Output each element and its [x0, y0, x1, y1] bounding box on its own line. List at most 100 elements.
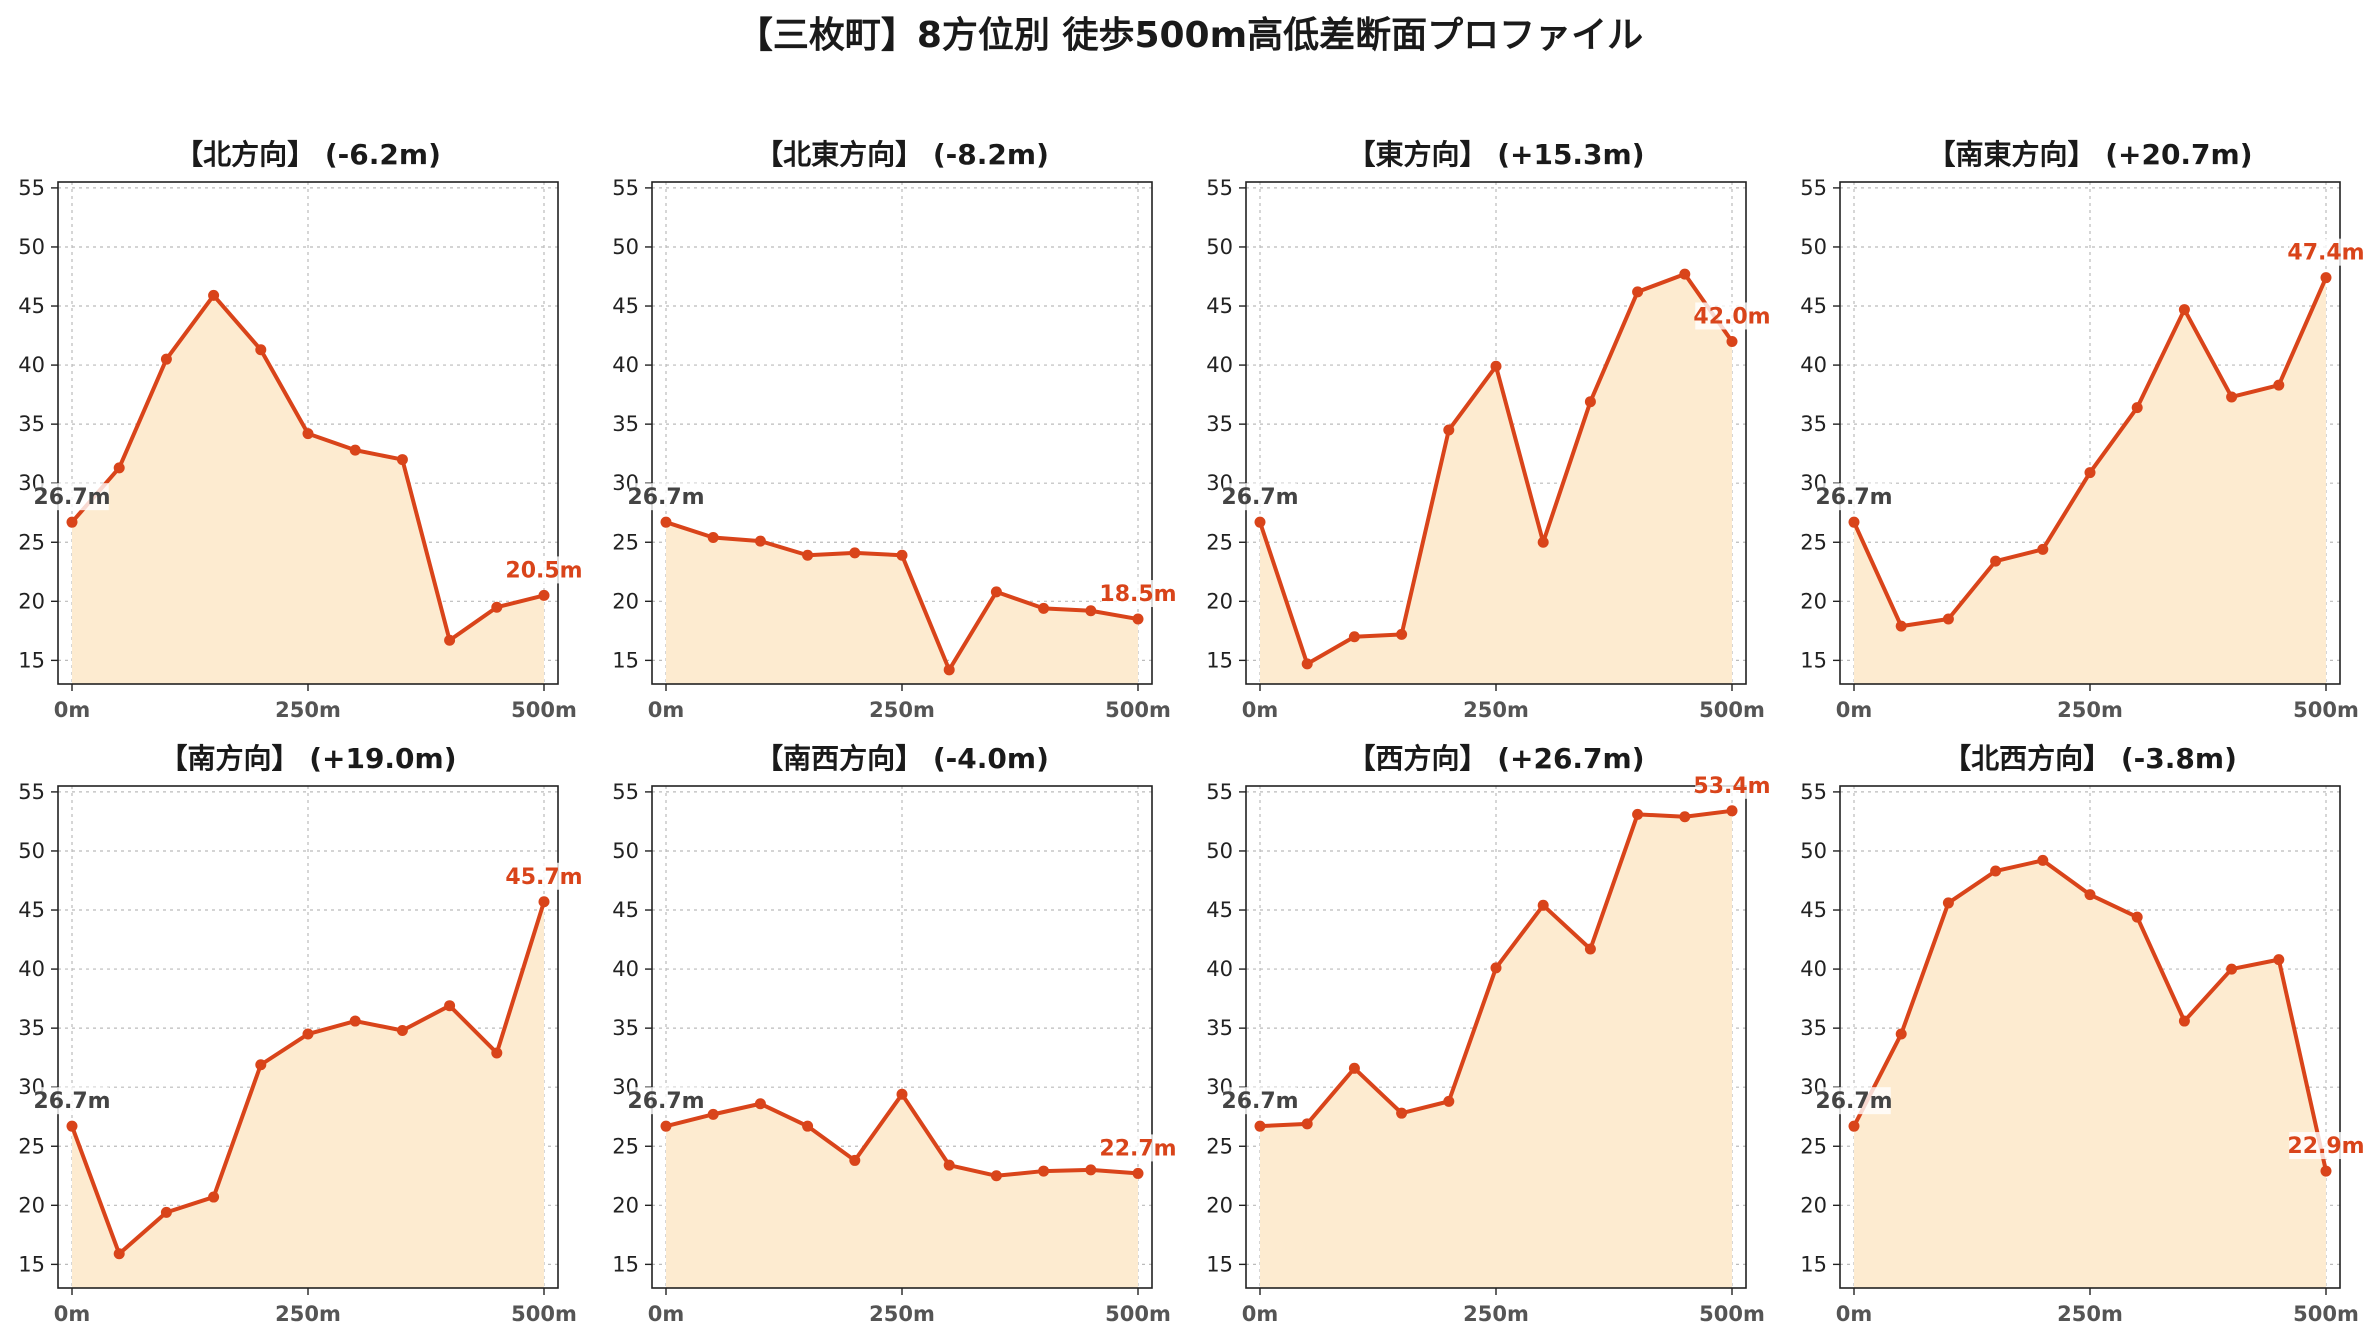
y-tick-label: 15	[18, 1252, 45, 1276]
data-point	[1848, 1120, 1860, 1132]
y-tick-label: 25	[612, 1134, 639, 1158]
data-point	[160, 1206, 172, 1218]
start-elevation-label-bg	[1223, 483, 1297, 511]
end-elevation-label: 22.7m	[1099, 1136, 1176, 1161]
x-tick-label: 250m	[275, 1302, 341, 1326]
y-tick-label: 40	[18, 353, 45, 377]
y-tick-label: 40	[1800, 353, 1827, 377]
y-tick-label: 50	[18, 839, 45, 863]
y-tick-label: 35	[612, 412, 639, 436]
data-point	[2320, 272, 2332, 284]
data-point	[2037, 854, 2049, 866]
y-tick-label: 35	[1206, 412, 1233, 436]
y-tick-label: 20	[18, 1193, 45, 1217]
end-elevation-label-bg	[2289, 1132, 2363, 1160]
data-point	[1348, 631, 1360, 643]
data-point	[1895, 620, 1907, 632]
y-tick-label: 25	[18, 530, 45, 554]
end-elevation-label: 47.4m	[2287, 241, 2364, 266]
data-point	[1490, 360, 1502, 372]
start-elevation-label: 26.7m	[1815, 1089, 1892, 1114]
x-tick-label: 500m	[511, 698, 577, 722]
data-point	[2273, 379, 2285, 391]
y-tick-label: 25	[612, 530, 639, 554]
end-elevation-label: 20.5m	[505, 558, 582, 583]
data-point	[754, 535, 766, 547]
data-point	[802, 549, 814, 561]
data-point	[208, 289, 220, 301]
y-tick-label: 45	[1206, 898, 1233, 922]
end-elevation-label: 42.0m	[1693, 304, 1770, 329]
start-elevation-label-bg	[35, 1087, 109, 1115]
data-point	[990, 586, 1002, 598]
end-elevation-label-bg	[1695, 771, 1769, 799]
x-tick-label: 0m	[648, 698, 685, 722]
data-point	[1584, 396, 1596, 408]
y-tick-label: 40	[1800, 957, 1827, 981]
data-point	[1942, 613, 1954, 625]
y-tick-label: 50	[18, 235, 45, 259]
data-point	[1254, 516, 1266, 528]
y-tick-label: 55	[1800, 780, 1827, 804]
data-point	[160, 353, 172, 365]
y-tick-label: 15	[1800, 648, 1827, 672]
data-point	[990, 1170, 1002, 1182]
data-point	[444, 1000, 456, 1012]
x-tick-label: 250m	[1463, 698, 1529, 722]
x-tick-label: 500m	[2293, 698, 2359, 722]
y-tick-label: 35	[1800, 412, 1827, 436]
y-tick-label: 15	[1800, 1252, 1827, 1276]
y-tick-label: 45	[612, 294, 639, 318]
data-point	[660, 516, 672, 528]
data-point	[1537, 899, 1549, 911]
x-tick-label: 500m	[2293, 1302, 2359, 1326]
elevation-area	[666, 522, 1138, 684]
y-tick-label: 40	[18, 957, 45, 981]
x-tick-label: 500m	[1105, 698, 1171, 722]
data-point	[302, 1028, 314, 1040]
data-point	[1132, 613, 1144, 625]
y-tick-label: 25	[18, 1134, 45, 1158]
y-tick-label: 55	[612, 780, 639, 804]
y-tick-label: 25	[1800, 1134, 1827, 1158]
x-tick-label: 0m	[648, 1302, 685, 1326]
data-point	[444, 634, 456, 646]
data-point	[2273, 954, 2285, 966]
x-tick-label: 0m	[1836, 698, 1873, 722]
y-tick-label: 45	[18, 294, 45, 318]
panel-title: 【北方向】 (-6.2m)	[175, 138, 441, 171]
data-point	[491, 1047, 503, 1059]
y-tick-label: 35	[1206, 1016, 1233, 1040]
y-tick-label: 55	[18, 176, 45, 200]
y-tick-label: 40	[1206, 957, 1233, 981]
data-point	[396, 454, 408, 466]
panel-title: 【南西方向】 (-4.0m)	[755, 742, 1049, 775]
start-elevation-label: 26.7m	[1815, 485, 1892, 510]
y-tick-label: 50	[1800, 839, 1827, 863]
data-point	[660, 1120, 672, 1132]
y-tick-label: 40	[612, 353, 639, 377]
x-tick-label: 250m	[869, 1302, 935, 1326]
y-tick-label: 55	[612, 176, 639, 200]
elevation-area	[1854, 277, 2326, 684]
data-point	[2037, 543, 2049, 555]
y-tick-label: 45	[18, 898, 45, 922]
y-tick-label: 55	[1800, 176, 1827, 200]
x-tick-label: 250m	[1463, 1302, 1529, 1326]
y-tick-label: 35	[18, 412, 45, 436]
end-elevation-label-bg	[1101, 1134, 1175, 1162]
data-point	[2178, 1015, 2190, 1027]
x-tick-label: 0m	[54, 698, 91, 722]
data-point	[1679, 268, 1691, 280]
y-tick-label: 45	[1800, 294, 1827, 318]
y-tick-label: 20	[1800, 589, 1827, 613]
data-point	[1490, 962, 1502, 974]
data-point	[1254, 1120, 1266, 1132]
panel-title: 【西方向】 (+26.7m)	[1347, 742, 1644, 775]
y-tick-label: 40	[612, 957, 639, 981]
data-point	[1301, 658, 1313, 670]
